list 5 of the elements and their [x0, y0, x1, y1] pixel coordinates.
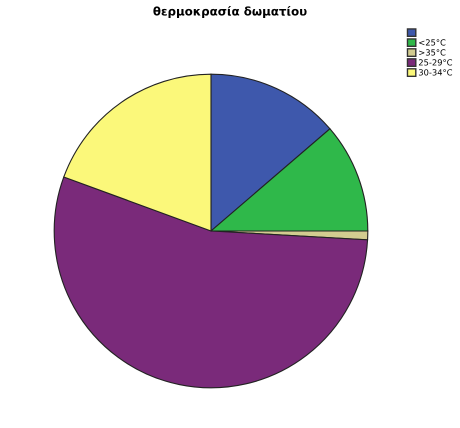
legend-label: 30-34°C — [418, 69, 452, 76]
legend-label: <25°C — [419, 39, 446, 46]
chart-title: θερμοκρασία δωματίου — [153, 6, 307, 18]
legend-label: 25-29°C — [418, 59, 452, 66]
legend-label: >35°C — [419, 49, 446, 56]
